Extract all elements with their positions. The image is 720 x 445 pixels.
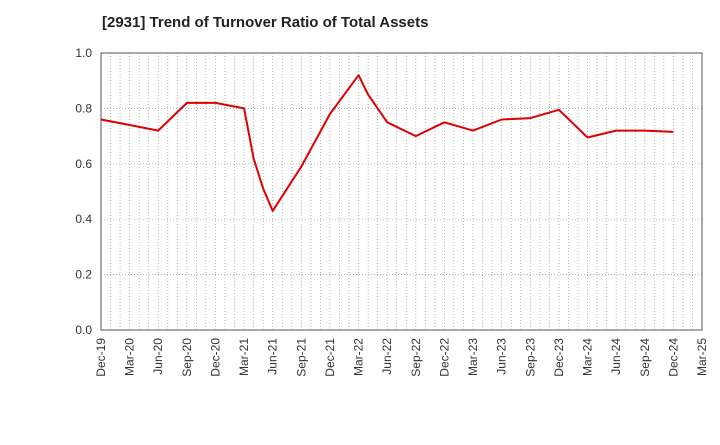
plot-frame bbox=[100, 52, 703, 331]
chart-title: [2931] Trend of Turnover Ratio of Total … bbox=[102, 14, 429, 31]
x-tick-label: Mar-24 bbox=[581, 338, 595, 376]
x-tick-label: Sep-22 bbox=[409, 338, 423, 377]
x-tick-label: Jun-24 bbox=[609, 338, 623, 375]
y-tick-label: 1.0 bbox=[75, 46, 92, 60]
x-tick-label: Dec-19 bbox=[94, 338, 108, 377]
x-tick-label: Jun-20 bbox=[151, 338, 165, 375]
x-tick-label: Sep-21 bbox=[294, 338, 308, 377]
x-tick-label: Mar-20 bbox=[123, 338, 137, 376]
y-tick-label: 0.0 bbox=[75, 323, 92, 337]
series-line bbox=[100, 74, 674, 212]
y-tick-label: 0.2 bbox=[75, 268, 92, 282]
x-tick-label: Jun-21 bbox=[266, 338, 280, 375]
x-tick-label: Dec-21 bbox=[323, 338, 337, 377]
x-tick-label: Mar-21 bbox=[237, 338, 251, 376]
x-tick-label: Mar-22 bbox=[352, 338, 366, 376]
x-tick-label: Dec-20 bbox=[208, 338, 222, 377]
x-tick-label: Dec-22 bbox=[437, 338, 451, 377]
x-tick-label: Jun-23 bbox=[495, 338, 509, 375]
x-tick-label: Dec-23 bbox=[552, 338, 566, 377]
x-tick-label: Sep-23 bbox=[523, 338, 537, 377]
x-tick-label: Mar-23 bbox=[466, 338, 480, 376]
x-tick-label: Sep-24 bbox=[638, 338, 652, 377]
x-tick-label: Jun-22 bbox=[380, 338, 394, 375]
y-tick-label: 0.6 bbox=[75, 157, 92, 171]
x-tick-label: Dec-24 bbox=[666, 338, 680, 377]
x-tick-label: Mar-25 bbox=[695, 338, 709, 376]
y-tick-label: 0.4 bbox=[75, 212, 92, 226]
y-tick-label: 0.8 bbox=[75, 101, 92, 115]
x-tick-label: Sep-20 bbox=[180, 338, 194, 377]
